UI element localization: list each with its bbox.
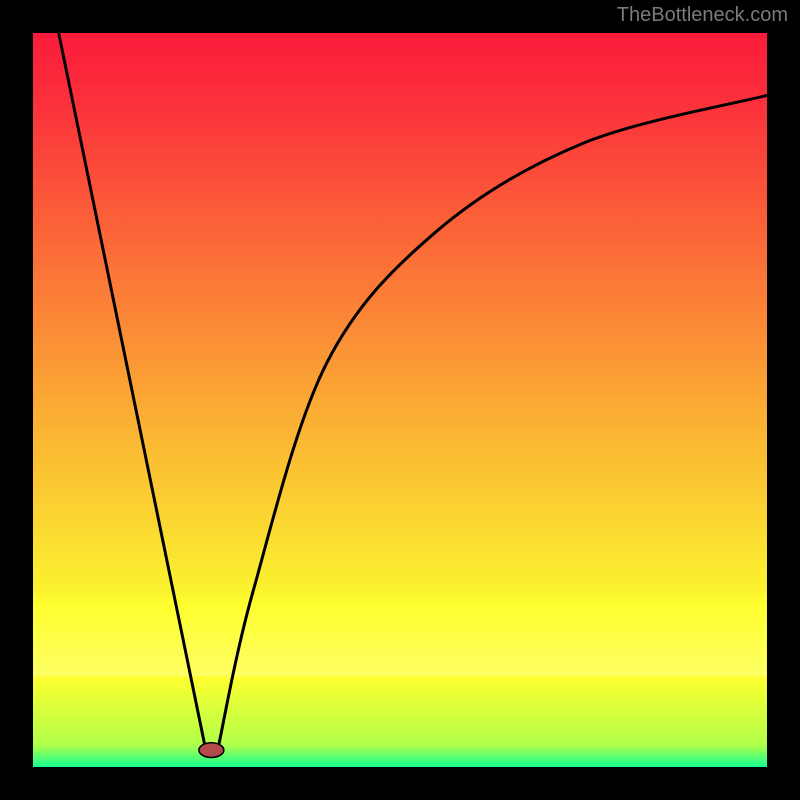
plot-area bbox=[33, 33, 767, 767]
chart-svg bbox=[33, 33, 767, 767]
watermark-text: TheBottleneck.com bbox=[617, 4, 788, 27]
chart-container: TheBottleneck.com bbox=[0, 0, 800, 800]
